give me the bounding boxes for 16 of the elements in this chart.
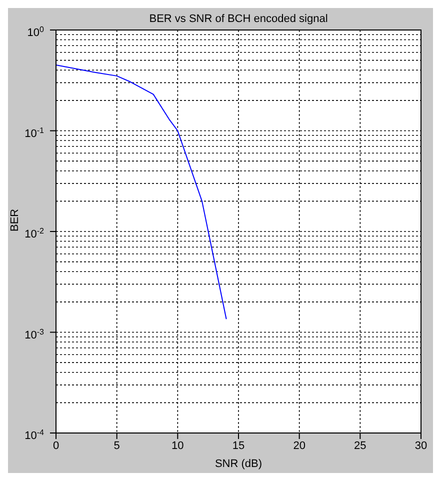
y-tick-label: 10$^{0}$ (27, 24, 45, 39)
x-tick-label: 30 (414, 440, 428, 452)
y-tick-label: 10$^{-1}$ (24, 125, 45, 140)
chart-title: BER vs SNR of BCH encoded signal (149, 13, 328, 25)
x-tick-label: 0 (52, 440, 60, 452)
line-series (56, 64, 227, 320)
x-tick-label: 10 (172, 440, 184, 452)
x-tick-label: 5 (114, 440, 120, 452)
x-tick-label: 25 (354, 440, 366, 452)
y-tick-label: 10$^{-4}$ (24, 428, 45, 442)
x-tick-label: 20 (293, 440, 306, 452)
y-tick-label: 10$^{-3}$ (24, 326, 45, 342)
y-axis-title: BER (8, 208, 21, 232)
y-tick-label: 10$^{-2}$ (24, 226, 45, 240)
x-axis-title: SNR (dB) (214, 458, 262, 470)
x-tick-label: 15 (232, 440, 245, 452)
